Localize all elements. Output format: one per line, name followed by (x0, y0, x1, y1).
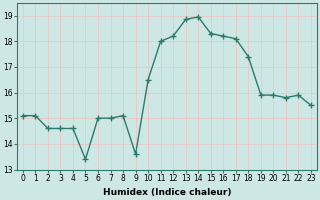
X-axis label: Humidex (Indice chaleur): Humidex (Indice chaleur) (103, 188, 231, 197)
